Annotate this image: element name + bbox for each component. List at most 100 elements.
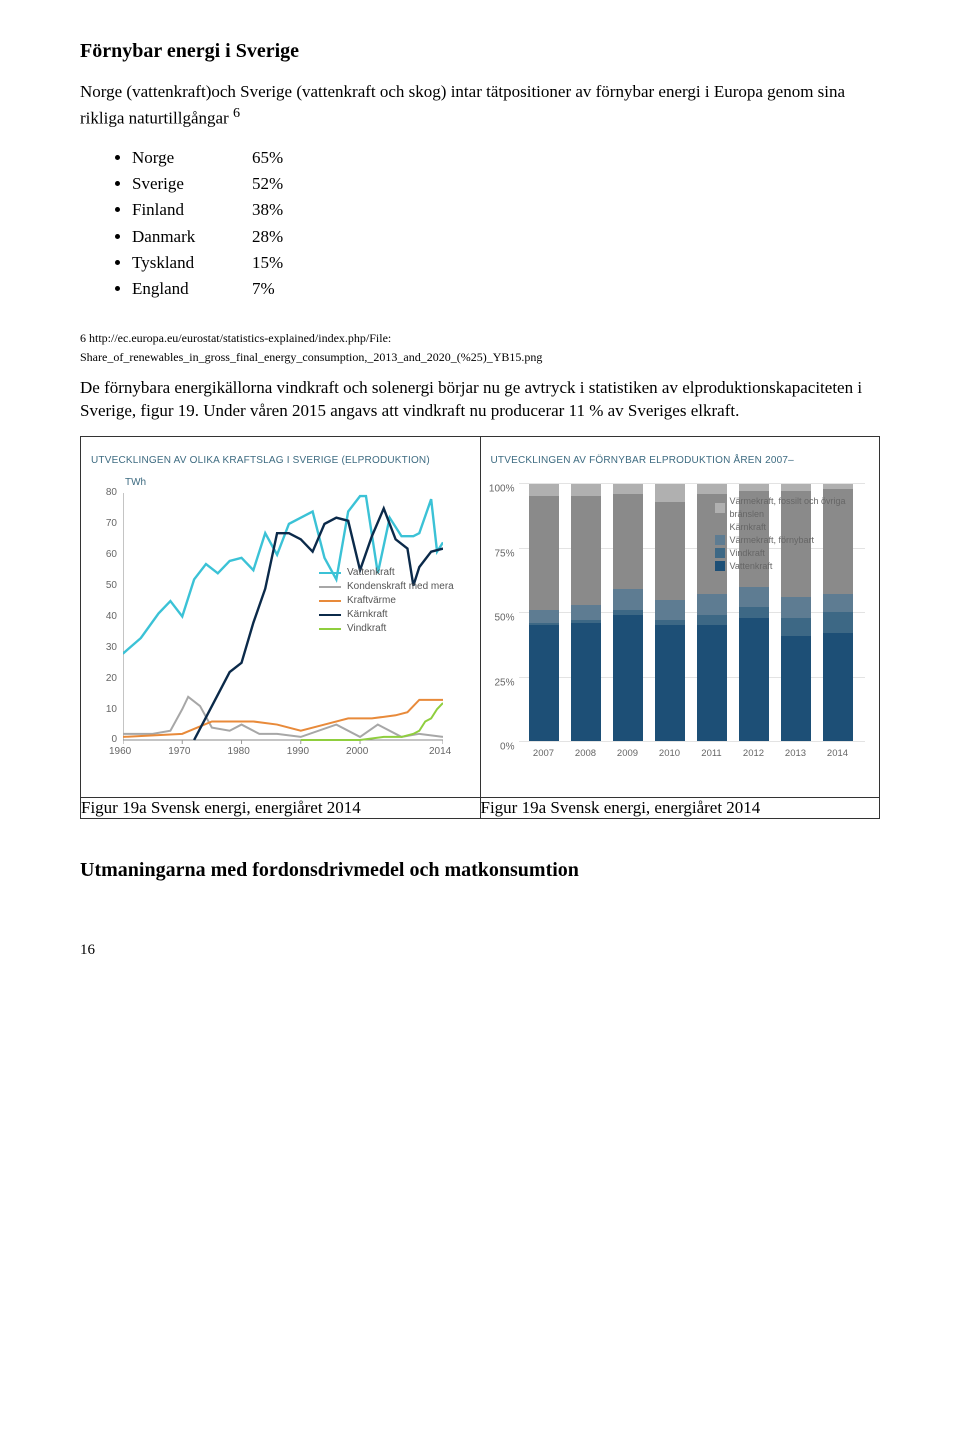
chart-2-legend-item: Kärnkraft — [715, 521, 880, 533]
chart-2-y-tick: 25% — [485, 677, 515, 688]
legend-swatch — [715, 522, 725, 532]
chart-2-segment-varmekraft_fornybar — [697, 594, 727, 615]
chart-2-legend: Värmekraft, fossilt och övriga bränslen K… — [715, 495, 880, 573]
caption-1: Figur 19a Svensk energi, energiåret 2014 — [81, 798, 481, 819]
country-name: Norge — [132, 145, 252, 171]
chart-2: UTVECKLINGEN AV FÖRNYBAR ELPRODUKTION ÅR… — [481, 437, 880, 797]
legend-label: Kärnkraft — [347, 609, 388, 620]
country-name: Danmark — [132, 224, 252, 250]
legend-swatch — [319, 614, 341, 616]
chart-1-title: UTVECKLINGEN AV OLIKA KRAFTSLAG I SVERIG… — [91, 455, 430, 466]
footnote-ref: 6 — [233, 105, 240, 121]
chart-1-x-tick: 1970 — [168, 746, 190, 757]
chart-2-legend-item: Värmekraft, fossilt och övriga bränslen — [715, 495, 880, 519]
legend-swatch — [715, 535, 725, 545]
chart-2-x-label: 2009 — [617, 748, 638, 759]
chart-1-legend-item: Vattenkraft — [319, 567, 454, 578]
chart-1-x-tick: 1990 — [287, 746, 309, 757]
chart-2-segment-varmekraft_fornybar — [571, 605, 601, 620]
intro-text: Norge (vattenkraft)och Sverige (vattenkr… — [80, 82, 845, 128]
chart-2-legend-item: Vindkraft — [715, 547, 880, 559]
chart-2-segment-vindkraft — [781, 618, 811, 636]
chart-1-x-tick: 2000 — [346, 746, 368, 757]
chart-1-legend-item: Kraftvärme — [319, 595, 454, 606]
chart-2-bar — [529, 483, 559, 741]
chart-2-y-tick: 50% — [485, 613, 515, 624]
chart-1-y-tick: 70 — [99, 518, 117, 529]
footnote-line-1: 6 http://ec.europa.eu/eurostat/statistic… — [80, 331, 880, 346]
legend-swatch — [319, 572, 341, 574]
legend-swatch — [319, 600, 341, 602]
chart-2-y-tick: 0% — [485, 742, 515, 753]
figure-table: UTVECKLINGEN AV OLIKA KRAFTSLAG I SVERIG… — [80, 436, 880, 819]
chart-2-x-label: 2014 — [827, 748, 848, 759]
chart-2-legend-item: Värmekraft, förnybart — [715, 534, 880, 546]
chart-1: UTVECKLINGEN AV OLIKA KRAFTSLAG I SVERIG… — [81, 437, 480, 797]
country-list-item: Tyskland15% — [132, 250, 880, 276]
chart-1-legend-item: Vindkraft — [319, 623, 454, 634]
country-name: Sverige — [132, 171, 252, 197]
legend-swatch — [319, 586, 341, 588]
chart-2-segment-varmekraft_fornybar — [529, 610, 559, 623]
chart-2-segment-vattenkraft — [697, 625, 727, 741]
chart-1-y-tick: 20 — [99, 673, 117, 684]
legend-label: Kärnkraft — [730, 521, 767, 533]
chart-2-x-label: 2007 — [533, 748, 554, 759]
chart-2-segment-varmekraft_fornybar — [739, 587, 769, 608]
country-list-item: England7% — [132, 276, 880, 302]
chart-2-y-tick: 75% — [485, 548, 515, 559]
chart-2-segment-vattenkraft — [529, 625, 559, 741]
country-value: 7% — [252, 279, 275, 298]
country-value: 38% — [252, 200, 283, 219]
legend-label: Kondenskraft med mera — [347, 581, 454, 592]
page-number: 16 — [80, 942, 880, 959]
country-name: Tyskland — [132, 250, 252, 276]
legend-label: Vattenkraft — [730, 560, 773, 572]
chart-2-segment-vattenkraft — [571, 623, 601, 742]
chart-2-segment-varmekraft_fornybar — [823, 594, 853, 612]
caption-2: Figur 19a Svensk energi, energiåret 2014 — [480, 798, 880, 819]
chart-1-y-tick: 30 — [99, 642, 117, 653]
country-value: 65% — [252, 148, 283, 167]
chart-2-segment-karnkraft — [529, 496, 559, 610]
chart-2-segment-vattenkraft — [739, 618, 769, 742]
chart-2-bar — [655, 483, 685, 741]
country-value: 52% — [252, 174, 283, 193]
chart-2-segment-varmekraft_fossil — [697, 484, 727, 494]
legend-swatch — [319, 628, 341, 630]
chart-2-bar — [571, 483, 601, 741]
chart-2-segment-varmekraft_fornybar — [613, 589, 643, 610]
chart-2-x-label: 2012 — [743, 748, 764, 759]
chart-2-segment-vattenkraft — [823, 633, 853, 741]
heading-renewable: Förnybar energi i Sverige — [80, 40, 880, 63]
chart-2-segment-varmekraft_fossil — [739, 484, 769, 492]
legend-swatch — [715, 561, 725, 571]
legend-label: Vindkraft — [347, 623, 386, 634]
chart-2-x-label: 2013 — [785, 748, 806, 759]
chart-2-segment-varmekraft_fossil — [571, 484, 601, 497]
chart-2-segment-varmekraft_fornybar — [781, 597, 811, 618]
country-name: England — [132, 276, 252, 302]
chart-1-x-tick: 1980 — [228, 746, 250, 757]
chart-2-x-label: 2010 — [659, 748, 680, 759]
chart-2-segment-karnkraft — [571, 496, 601, 604]
country-value: 28% — [252, 227, 283, 246]
chart-2-segment-vattenkraft — [613, 615, 643, 741]
chart-1-y-tick: 40 — [99, 611, 117, 622]
chart-2-segment-vindkraft — [697, 615, 727, 625]
legend-swatch — [715, 503, 725, 513]
country-name: Finland — [132, 197, 252, 223]
chart-2-gridline — [519, 741, 865, 742]
chart-1-y-unit: TWh — [125, 477, 146, 488]
country-list-item: Sverige52% — [132, 171, 880, 197]
country-list: Norge65%Sverige52%Finland38%Danmark28%Ty… — [80, 145, 880, 303]
chart-2-segment-vattenkraft — [781, 636, 811, 742]
chart-1-legend: Vattenkraft Kondenskraft med mera Kraftvär… — [319, 567, 454, 637]
legend-label: Vindkraft — [730, 547, 765, 559]
chart-1-legend-item: Kärnkraft — [319, 609, 454, 620]
heading-challenges: Utmaningarna med fordonsdrivmedel och ma… — [80, 859, 880, 882]
chart-2-segment-varmekraft_fossil — [781, 484, 811, 492]
footnote-line-2: Share_of_renewables_in_gross_final_energ… — [80, 350, 880, 365]
chart-1-y-tick: 10 — [99, 704, 117, 715]
chart-2-segment-varmekraft_fossil — [613, 484, 643, 494]
